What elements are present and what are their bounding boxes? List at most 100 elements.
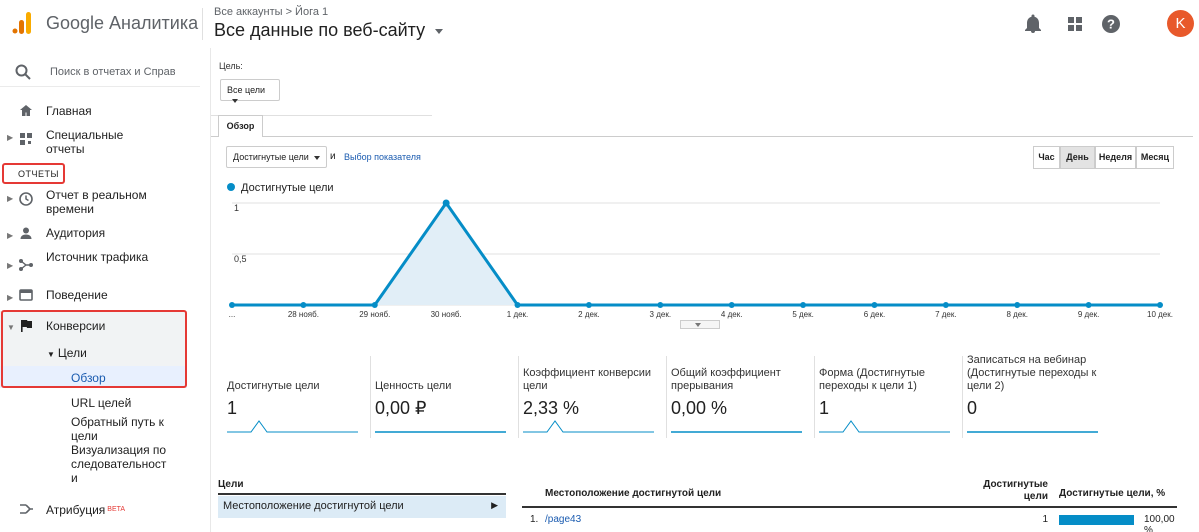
scorecard-sparkline	[375, 431, 506, 433]
search-input[interactable]: Поиск в отчетах и Справке	[50, 66, 175, 78]
app-logo[interactable]: Google Аналитика	[0, 0, 200, 48]
sidebar-border	[210, 48, 211, 532]
sidebar-item-reverse-goal-path[interactable]: Обратный путь к цели	[71, 415, 164, 443]
sidebar-item-label: Отчет в реальном времени	[46, 188, 147, 216]
divider	[522, 506, 1177, 508]
select-metric-link[interactable]: Выбор показателя	[344, 152, 421, 162]
scorecard-value: 0,00 ₽	[375, 398, 427, 418]
avatar[interactable]: K	[1167, 10, 1194, 37]
chevron-right-icon: ▶	[491, 500, 498, 510]
goal-label: Цель:	[219, 61, 243, 71]
bell-icon[interactable]	[1021, 12, 1045, 36]
table-header: Местоположение достигнутой цели Достигну…	[522, 477, 1177, 507]
row-index: 1.	[530, 514, 539, 525]
scorecard-name: Коэффициент конверсии цели	[523, 367, 651, 392]
scorecard[interactable]: Достигнутые цели 1	[223, 356, 371, 444]
dimension-goal-location[interactable]: Местоположение достигнутой цели ▶	[218, 496, 506, 518]
data-point	[657, 302, 664, 308]
goal-select[interactable]: Все цели	[220, 79, 280, 103]
tab-overview[interactable]: Обзор	[218, 115, 263, 137]
and-label: и	[330, 151, 336, 162]
svg-text:?: ?	[1107, 17, 1115, 32]
sidebar-item-funnel-visualization[interactable]: Визуализация последовательности	[71, 443, 167, 485]
reports-section-label: ОТЧЕТЫ	[18, 169, 59, 179]
sidebar: Поиск в отчетах и Справке Главная ▶ Спец…	[0, 48, 200, 532]
row-completions: 1	[1042, 514, 1048, 525]
sidebar-item-goals-overview[interactable]: Обзор	[71, 371, 106, 385]
apps-grid-icon[interactable]	[1063, 12, 1087, 36]
period-hour-button[interactable]: Час	[1033, 146, 1060, 169]
clock-icon	[19, 192, 33, 206]
divider	[211, 115, 432, 116]
scorecard[interactable]: Коэффициент конверсии цели 2,33 %	[519, 356, 667, 444]
scorecard[interactable]: Ценность цели 0,00 ₽	[371, 356, 519, 444]
sidebar-item-label: Источник трафика	[46, 250, 149, 264]
y-tick-label: 0,5	[234, 254, 247, 264]
x-tick-label: 9 дек.	[1078, 310, 1100, 319]
y-tick-label: 1	[234, 203, 239, 213]
x-tick-label: 3 дек.	[650, 310, 672, 319]
breadcrumb[interactable]: Все аккаунты > Йога 1	[214, 6, 329, 18]
tab-underline	[211, 136, 1193, 137]
header-divider	[202, 8, 203, 40]
sidebar-item-goals[interactable]: ▼ Цели	[47, 346, 87, 362]
metric-select[interactable]: Достигнутые цели	[226, 146, 327, 168]
scorecard[interactable]: Форма (Достигнутые переходы к цели 1) 1	[815, 356, 963, 444]
scorecard-sparkline	[523, 420, 654, 433]
period-month-button[interactable]: Месяц	[1136, 146, 1174, 169]
sidebar-item-goal-urls[interactable]: URL целей	[71, 396, 132, 410]
data-point	[371, 302, 378, 308]
highlight-reports	[2, 163, 65, 184]
data-point	[300, 302, 307, 308]
expand-arrow-icon: ▶	[7, 293, 14, 302]
scorecard[interactable]: Записаться на вебинар (Достигнутые перех…	[963, 354, 1111, 444]
help-icon[interactable]: ?	[1099, 12, 1123, 36]
divider	[518, 356, 519, 438]
expand-arrow-icon: ▶	[7, 261, 14, 270]
period-week-button[interactable]: Неделя	[1095, 146, 1136, 169]
divider	[218, 493, 506, 495]
data-point	[871, 302, 878, 308]
chevron-down-icon	[313, 155, 320, 160]
row-page-link[interactable]: /page43	[545, 514, 582, 525]
data-point	[1014, 302, 1021, 308]
scorecard-name: Общий коэффициент прерывания	[671, 367, 781, 392]
scorecard[interactable]: Общий коэффициент прерывания 0,00 %	[667, 356, 815, 444]
chart-collapse-button[interactable]	[680, 320, 720, 329]
scorecard-sparkline	[227, 420, 358, 433]
attribution-icon	[20, 504, 33, 514]
divider	[0, 86, 200, 87]
data-point	[1085, 302, 1092, 308]
search-box[interactable]: Поиск в отчетах и Справке	[0, 58, 200, 86]
flag-icon	[21, 320, 32, 332]
series-area	[232, 203, 1160, 305]
scorecard-sparkline	[819, 420, 950, 433]
period-day-button[interactable]: День	[1060, 146, 1095, 169]
legend-label: Достигнутые цели	[241, 182, 334, 194]
expanded-arrow-icon: ▼	[7, 323, 15, 332]
search-icon	[15, 64, 31, 80]
scorecard-value: 1	[227, 398, 238, 418]
sidebar-item-label: Атрибуция BETA	[46, 503, 156, 517]
view-selector[interactable]: Все данные по веб-сайту	[214, 20, 444, 41]
divider	[962, 356, 963, 438]
expand-arrow-icon: ▶	[7, 194, 14, 203]
chart-legend: Достигнутые цели	[227, 182, 334, 194]
behavior-icon	[19, 289, 33, 301]
sidebar-item-label: Цели	[57, 346, 87, 360]
x-tick-label: 28 нояб.	[288, 310, 319, 319]
goals-dimension-header: Цели	[218, 479, 244, 490]
chevron-down-icon	[232, 98, 238, 103]
top-bar: Google Аналитика Все аккаунты > Йога 1 В…	[0, 0, 1199, 48]
divider	[666, 356, 667, 438]
goals-line-chart: 1 0,5... 28 нояб. 29 нояб. 30 нояб. 1 дек. 2 д…	[229, 199, 1173, 319]
acquisition-icon	[19, 259, 33, 271]
scorecard-sparkline	[671, 431, 802, 433]
goal-select-value: Все цели	[227, 85, 266, 95]
home-icon	[20, 105, 32, 116]
sidebar-item-label: Главная	[46, 104, 92, 118]
divider	[370, 356, 371, 438]
col-location: Местоположение достигнутой цели	[545, 488, 722, 499]
main-content: Цель: Все цели Обзор Достигнутые цели и …	[211, 48, 1199, 532]
row-percent-bar	[1059, 515, 1134, 525]
